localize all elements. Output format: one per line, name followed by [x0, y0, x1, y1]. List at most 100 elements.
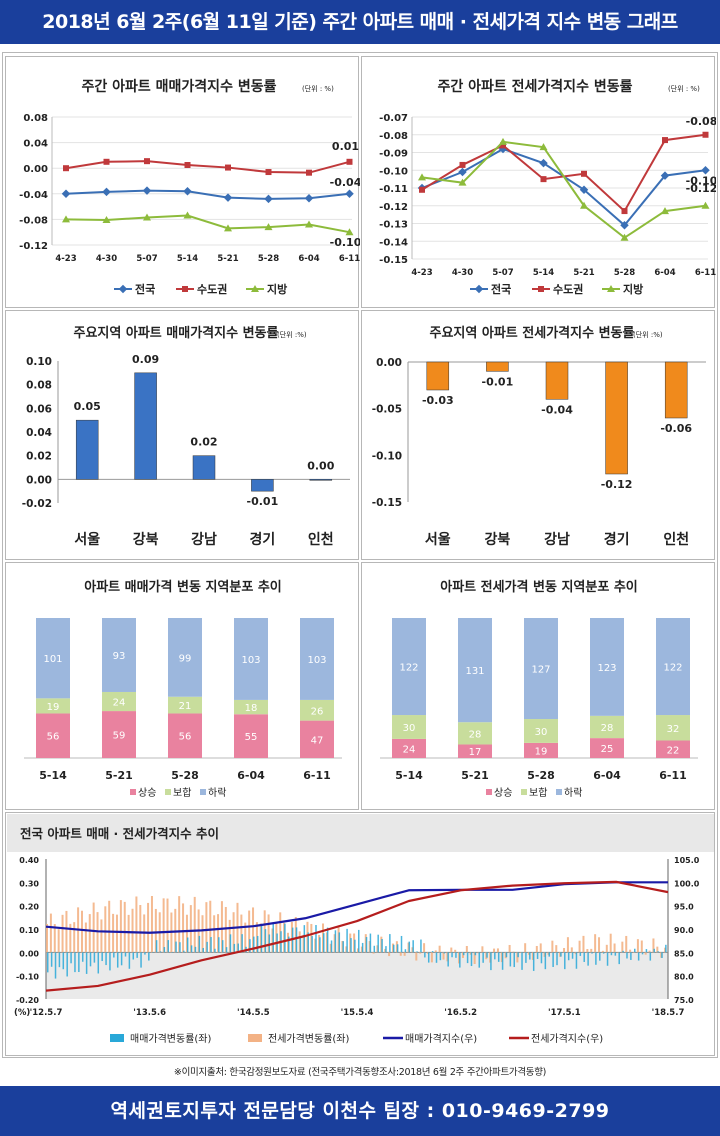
x-tick-label: 4-30 — [96, 254, 117, 264]
jeonse-rate-bar — [473, 952, 476, 964]
bar-value-label: -0.12 — [601, 478, 633, 491]
data-point — [458, 167, 467, 177]
y-tick-label: -0.12 — [19, 241, 48, 252]
sale-rate-bar — [358, 929, 360, 953]
jeonse-rate-bar — [609, 933, 612, 953]
bar — [75, 419, 99, 480]
sale-rate-bar — [459, 952, 461, 968]
jeonse-rate-bar — [430, 952, 433, 963]
x-category-label: 5-14 — [39, 769, 67, 782]
jeonse-rate-bar — [586, 949, 589, 953]
sale-rate-bar — [447, 952, 449, 967]
sale-rate-bar — [361, 942, 364, 953]
y-tick-label: -0.12 — [379, 202, 408, 213]
jeonse-rate-bar — [115, 914, 118, 953]
left-y-tick-label: 0.30 — [19, 879, 39, 888]
series-line — [65, 189, 350, 200]
sale-rate-bar — [486, 952, 488, 958]
sale-rate-bar — [389, 934, 391, 953]
x-tick-label: '14.5.5 — [237, 1008, 270, 1018]
sale-rate-bar — [97, 952, 100, 974]
sale-rate-bar — [303, 925, 306, 953]
sale-rate-bar — [202, 947, 204, 953]
sale-rate-bar — [260, 923, 263, 953]
segment-value-label: 18 — [245, 703, 258, 714]
stack-segment — [656, 715, 690, 741]
right-y-tick-label: 105.0 — [674, 856, 700, 865]
jeonse-rate-bar — [578, 940, 581, 953]
sale-rate-bar — [575, 952, 578, 969]
bar-value-label: -0.01 — [482, 375, 514, 388]
jeonse-rate-bar — [601, 950, 604, 953]
jeonse-rate-bar — [185, 914, 188, 953]
segment-value-label: 101 — [43, 654, 62, 665]
jeonse-rate-bar — [636, 939, 639, 953]
legend-marker — [607, 285, 615, 292]
bar — [664, 361, 688, 419]
segment-value-label: 17 — [469, 747, 482, 758]
y-tick-label: -0.07 — [379, 113, 408, 124]
y-tick-label: 0.04 — [26, 427, 52, 439]
x-tick-label: 5-21 — [217, 254, 238, 264]
bar-value-label: -0.03 — [422, 394, 454, 407]
stack-segment — [524, 719, 558, 743]
sale-rate-bar — [221, 940, 224, 953]
x-tick-label: 5-21 — [573, 268, 594, 278]
x-tick-label: '15.5.4 — [341, 1008, 374, 1018]
sale-rate-bar — [218, 937, 220, 953]
region-jeonse-chart: 주요지역 아파트 전세가격지수 변동률(단위 :%) 0.00 -0.05 -0.10… — [372, 325, 706, 548]
stack-segment — [168, 618, 202, 697]
right-y-tick-label: 100.0 — [674, 879, 700, 888]
sale-rate-bar — [649, 952, 652, 961]
x-category-label: 서울 — [74, 531, 100, 548]
jeonse-rate-bar — [80, 910, 83, 953]
sale-rate-bar — [377, 934, 379, 953]
sale-rate-bar — [478, 952, 481, 968]
jeonse-rate-bar — [605, 944, 608, 953]
sale-rate-bar — [420, 939, 422, 953]
legend-swatch — [200, 789, 206, 795]
data-point — [144, 158, 150, 165]
x-category-label: 5-14 — [395, 769, 423, 782]
stack-segment — [392, 715, 426, 739]
segment-value-label: 28 — [469, 729, 482, 740]
x-category-label: 6-11 — [659, 769, 687, 782]
bar-value-label: 0.00 — [307, 459, 334, 472]
sale-rate-bar — [427, 952, 430, 963]
jeonse-rate-bar — [61, 914, 64, 953]
jeonse-rate-bar — [524, 943, 527, 953]
segment-value-label: 59 — [113, 731, 126, 742]
jeonse-rate-bar — [563, 948, 566, 953]
legend-label: 전세가격지수(우) — [531, 1032, 603, 1045]
left-y-tick-label: 0.40 — [19, 856, 39, 865]
sale-rate-bar — [179, 942, 181, 953]
bar — [309, 479, 333, 481]
jeonse-rate-bar — [512, 951, 515, 953]
left-y-tick-label: 0.10 — [19, 926, 39, 935]
sale-rate-bar — [474, 952, 477, 956]
jeonse-rate-bar — [481, 946, 484, 953]
data-point — [620, 233, 629, 241]
stack-segment — [458, 618, 492, 723]
x-category-label: 5-21 — [105, 769, 133, 782]
left-y-tick-label: -0.10 — [16, 973, 39, 982]
sale-rate-bar — [105, 952, 107, 966]
legend-label: 상승 — [494, 787, 512, 799]
x-category-label: 6-04 — [593, 769, 621, 782]
sale-rate-bar — [665, 944, 667, 953]
x-tick-label: 4-30 — [452, 268, 473, 278]
sale-rate-bar — [404, 949, 407, 953]
jeonse-rate-bar — [104, 906, 107, 953]
y-tick-label: 0.00 — [23, 164, 48, 175]
x-tick-label: 4-23 — [55, 254, 76, 264]
jeonse-rate-bar — [49, 913, 52, 953]
legend-marker — [118, 284, 128, 294]
sale-rate-bar — [626, 952, 628, 959]
stack-segment — [656, 740, 690, 758]
segment-value-label: 19 — [47, 702, 60, 713]
y-tick-label: -0.13 — [379, 220, 408, 231]
sale-rate-bar — [47, 952, 49, 973]
sale-rate-bar — [171, 952, 173, 953]
legend-swatch — [556, 789, 562, 795]
jeonse-rate-bar — [244, 922, 247, 953]
